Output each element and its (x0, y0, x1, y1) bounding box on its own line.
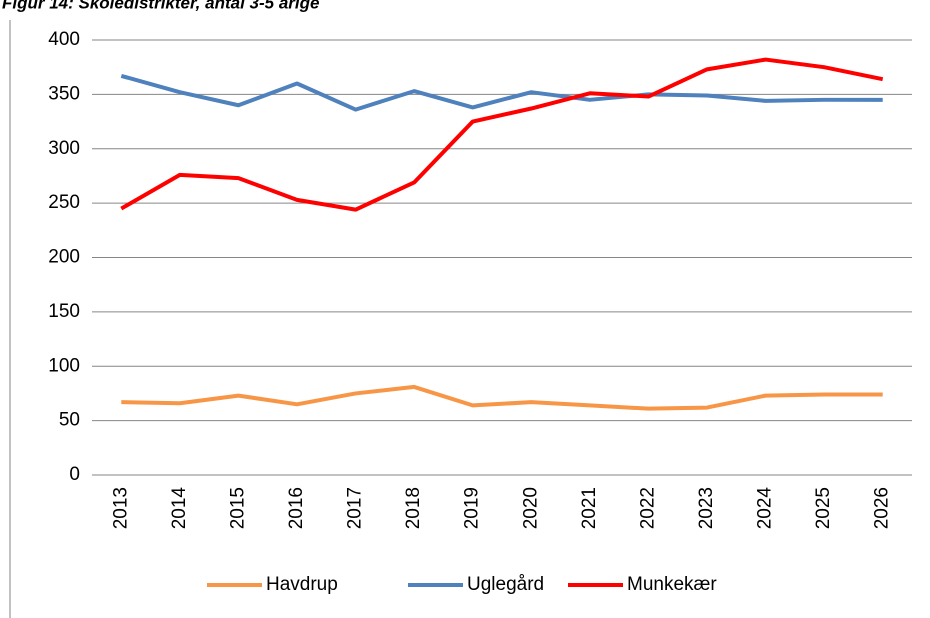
x-tick-label: 2025 (813, 487, 834, 529)
x-tick-label: 2016 (286, 487, 307, 529)
x-tick-label: 2021 (579, 487, 600, 529)
series-line (121, 384, 883, 411)
series-line (120, 73, 883, 112)
y-tick-label: 50 (59, 410, 80, 431)
legend-label: Munkekær (627, 574, 717, 595)
chart-title: Figur 14: Skoledistrikter, antal 3-5 åri… (2, 0, 319, 12)
x-tick-label: 2014 (169, 487, 190, 530)
y-tick-label: 0 (69, 464, 80, 485)
x-tick-label: 2013 (110, 487, 131, 529)
x-tick-label: 2020 (520, 487, 541, 529)
series-line (120, 57, 884, 212)
x-tick-label: 2022 (637, 487, 658, 529)
y-tick-label: 400 (48, 29, 80, 50)
y-tick-label: 250 (48, 192, 80, 213)
legend-label: Havdrup (266, 574, 338, 595)
x-tick-label: 2017 (345, 487, 366, 529)
x-tick-label: 2019 (462, 487, 483, 529)
x-tick-label: 2015 (227, 487, 248, 529)
y-tick-label: 150 (48, 301, 80, 322)
y-tick-label: 100 (48, 355, 80, 376)
x-tick-label: 2024 (755, 487, 776, 530)
legend-label: Uglegård (467, 574, 544, 595)
x-tick-label: 2018 (403, 487, 424, 529)
y-tick-label: 350 (48, 83, 80, 104)
x-tick-label: 2026 (872, 487, 893, 529)
y-tick-label: 200 (48, 247, 80, 268)
y-tick-label: 300 (48, 138, 80, 159)
x-tick-label: 2023 (696, 487, 717, 529)
